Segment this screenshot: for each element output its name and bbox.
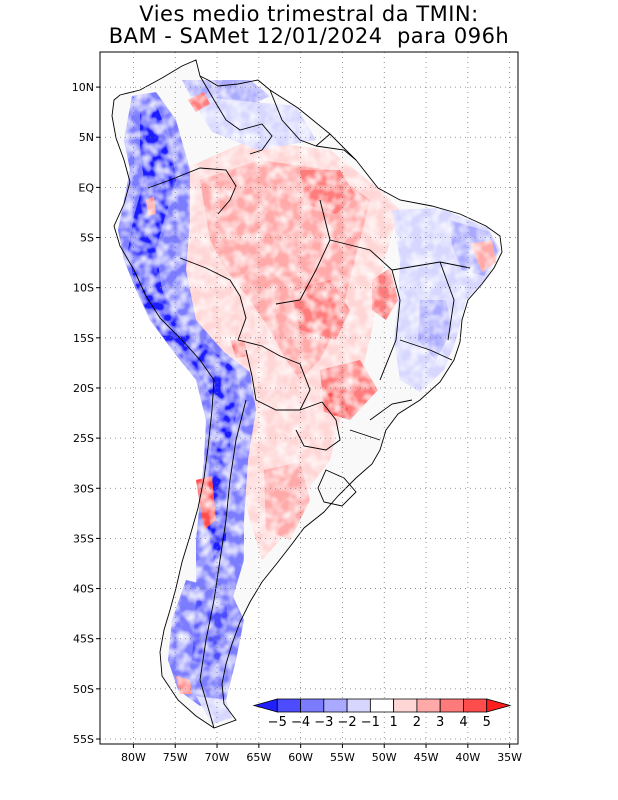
colorbar-label: −5 xyxy=(268,715,287,730)
lat-tick-label: 10S xyxy=(73,282,94,295)
lat-tick-label: 35S xyxy=(73,532,94,545)
lon-tick-label: 60W xyxy=(288,751,313,764)
colorbar-segment xyxy=(252,698,278,713)
colorbar-segment xyxy=(323,698,348,713)
lat-tick-label: 5S xyxy=(80,232,94,245)
colorbar-segment xyxy=(276,698,301,713)
lon-tick-label: 35W xyxy=(497,751,522,764)
lon-tick-label: 50W xyxy=(372,751,397,764)
colorbar-label: −3 xyxy=(314,715,333,730)
border-colombia-peru-brazil xyxy=(147,167,237,215)
border-bolivia xyxy=(237,339,311,411)
border-colombia-venezuela xyxy=(199,75,273,155)
latitude-labels: 10N 5N EQ 5S 10S 15S 20S 25S 30S 35S 40S 45S 50S 55S xyxy=(72,81,95,746)
lon-tick-label: 80W xyxy=(121,751,146,764)
colorbar-label: −2 xyxy=(338,715,357,730)
colorbar-segment xyxy=(369,698,395,713)
longitude-labels: 80W 75W 70W 65W 60W 55W 50W 45W 40W 35W xyxy=(121,751,522,764)
lat-tick-label: 30S xyxy=(73,482,94,495)
lat-tick-label: 25S xyxy=(73,432,94,445)
lon-tick-label: 40W xyxy=(455,751,480,764)
lat-tick-label: 10N xyxy=(72,81,94,94)
lon-tick-label: 70W xyxy=(205,751,230,764)
border-uruguay xyxy=(317,469,357,507)
coastline xyxy=(111,59,503,729)
colorbar-segment xyxy=(346,698,371,713)
border-argentina-chile xyxy=(199,399,247,729)
lon-tick-label: 55W xyxy=(330,751,355,764)
colorbar-segment xyxy=(416,698,441,713)
graticule xyxy=(100,52,518,744)
bias-field xyxy=(112,60,502,728)
axis-ticks xyxy=(96,86,511,748)
lon-tick-label: 45W xyxy=(414,751,439,764)
colorbar-label: −4 xyxy=(291,715,310,730)
colorbar-segment xyxy=(486,698,512,713)
colorbar-label: 4 xyxy=(459,715,467,730)
border-brazil-states xyxy=(275,199,471,441)
colorbar-segment xyxy=(463,698,488,713)
colorbar-label: −1 xyxy=(361,715,380,730)
lat-tick-label: 55S xyxy=(73,733,94,746)
country-borders xyxy=(111,59,503,729)
map-title-line-1: Vies medio trimestral da TMIN: xyxy=(139,2,479,26)
lon-tick-label: 65W xyxy=(246,751,271,764)
lat-tick-label: 45S xyxy=(73,633,94,646)
border-paraguay xyxy=(295,401,341,451)
lat-tick-label: 50S xyxy=(73,683,94,696)
colorbar-label: 1 xyxy=(389,715,397,730)
lon-tick-label: 75W xyxy=(163,751,188,764)
colorbar-label: 2 xyxy=(413,715,421,730)
map-frame xyxy=(99,51,519,745)
border-guianas xyxy=(269,89,357,161)
colorbar-label: 5 xyxy=(483,715,491,730)
lat-tick-label: 20S xyxy=(73,382,94,395)
lat-tick-label: EQ xyxy=(78,181,94,194)
lat-tick-label: 40S xyxy=(73,583,94,596)
colorbar-segment xyxy=(439,698,464,713)
colorbar-segment xyxy=(393,698,418,713)
map-title-line-2: BAM - SAMet 12/01/2024 para 096h xyxy=(108,24,510,48)
colorbar-segment xyxy=(300,698,325,713)
colorbar: −5 −4 −3 −2 −1 1 2 3 4 5 xyxy=(252,698,512,730)
lat-tick-label: 5N xyxy=(79,131,94,144)
colorbar-label: 3 xyxy=(436,715,444,730)
lat-tick-label: 15S xyxy=(73,332,94,345)
